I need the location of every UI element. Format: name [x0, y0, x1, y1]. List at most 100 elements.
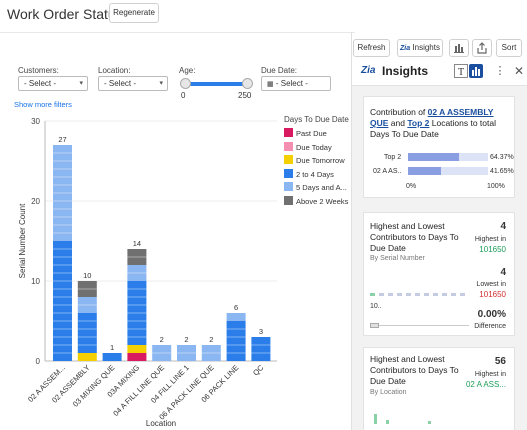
y-tick-label: 10 [31, 277, 40, 286]
legend-item[interactable]: 5 Days and A... [284, 182, 347, 192]
y-axis-label: Serial Number Count [18, 203, 27, 278]
y-tick-label: 30 [31, 117, 40, 126]
insights-header [352, 58, 527, 86]
bar-total-label: 10 [83, 271, 91, 280]
export-button[interactable] [472, 39, 492, 57]
age-filter-label: Age: [179, 66, 196, 75]
zia-logo-icon: Zia [400, 45, 411, 52]
highest-id: 02 A ASS... [465, 380, 506, 389]
highest-label: Highest in [474, 236, 506, 243]
report-header: Work Order Status Regenerate [0, 0, 527, 28]
insight-card-contribution[interactable]: Contribution of 02 A ASSEMBLY QUE and To… [363, 96, 515, 198]
legend-item[interactable]: Above 2 Weeks [284, 195, 349, 206]
bar-total-label: 2 [160, 335, 164, 344]
mini-bar [451, 293, 456, 296]
bar-label-02a: 02 A AS.. [373, 168, 402, 175]
mini-bar-chart [370, 293, 466, 297]
bar-total-label: 2 [184, 335, 188, 344]
chart-view-button[interactable] [469, 64, 483, 78]
customers-select[interactable]: - Select - ▾ [18, 76, 88, 91]
due-date-select-value: - Select - [275, 79, 308, 88]
bar-segment [251, 337, 271, 361]
bar-total-label: 6 [234, 303, 238, 312]
mini-bar [424, 293, 429, 296]
bar-segment [77, 313, 97, 353]
refresh-button[interactable]: Refresh [353, 39, 390, 57]
lowest-value: 4 [500, 267, 506, 278]
mini-bar [442, 293, 447, 296]
legend-label: Past Due [296, 129, 327, 138]
page-title: Work Order Status [7, 6, 123, 22]
bar-segment [127, 353, 147, 361]
legend-label: Due Today [296, 142, 332, 152]
mini-bar [386, 420, 389, 424]
zia-logo-icon: Zia [361, 65, 376, 76]
insight-card-subtitle: By Location [370, 389, 407, 396]
bar-segment [127, 345, 147, 353]
mini-bar [428, 421, 431, 424]
insight-card-title: Highest and Lowest Contributors to Days … [370, 221, 459, 253]
lowest-label: Lowest in [476, 281, 506, 288]
legend-item[interactable]: Past Due [284, 128, 327, 138]
header-divider [0, 32, 355, 33]
legend-swatch [284, 128, 293, 137]
close-icon[interactable]: ✕ [513, 64, 525, 78]
bar-total-label: 2 [209, 335, 213, 344]
text-view-button[interactable]: T [454, 64, 468, 78]
bar-total-label: 27 [58, 135, 66, 144]
insights-button[interactable]: Zia Insights [397, 39, 443, 57]
age-slider-max-handle[interactable] [242, 78, 253, 89]
more-options-icon[interactable]: ⋮ [494, 65, 506, 77]
location-select[interactable]: - Select - ▾ [98, 76, 168, 91]
y-tick-label: 0 [36, 357, 41, 366]
bar-segment [53, 241, 72, 361]
chevron-down-icon: ▾ [159, 80, 163, 87]
legend-label: 2 to 4 Days [296, 169, 334, 179]
difference-value: 0.00% [477, 309, 506, 320]
lowest-id: 101650 [479, 290, 506, 299]
legend-item[interactable]: Due Today [284, 141, 332, 152]
insight-card-title: Highest and Lowest Contributors to Days … [370, 354, 459, 386]
mini-scroll-handle[interactable] [370, 323, 379, 328]
bar-total-label: 14 [133, 239, 141, 248]
mini-bar [406, 293, 411, 296]
mini-bar [388, 293, 393, 296]
show-more-filters-link[interactable]: Show more filters [14, 100, 72, 109]
axis-min: 0% [406, 183, 417, 190]
mini-scroll-track [379, 325, 469, 326]
bar-segment [226, 321, 246, 361]
sort-button[interactable]: Sort [496, 39, 522, 57]
legend-label: Above 2 Weeks [296, 196, 349, 206]
mini-bar [397, 293, 402, 296]
mini-bar [433, 293, 438, 296]
insight-card-subtitle: By Serial Number [370, 255, 425, 262]
mini-chart-label: 10.. [370, 303, 382, 310]
insights-title: Insights [382, 64, 429, 78]
chevron-down-icon: ▾ [79, 80, 83, 87]
age-slider-min-handle[interactable] [180, 78, 191, 89]
age-slider-track[interactable] [185, 82, 247, 86]
difference-label: Difference [474, 323, 506, 330]
calendar-icon: ▦ [267, 81, 274, 88]
bar-total-label: 3 [259, 327, 263, 336]
svg-text:T: T [458, 67, 464, 78]
due-date-select[interactable]: ▦ - Select - [261, 76, 331, 91]
mini-bar [374, 414, 377, 424]
export-icon [477, 42, 487, 54]
legend-item[interactable]: 2 to 4 Days [284, 168, 334, 179]
mini-bar [379, 293, 384, 296]
mini-bar [460, 293, 465, 296]
legend-swatch [284, 195, 293, 205]
insight-card-location[interactable]: Highest and Lowest Contributors to Days … [363, 347, 515, 430]
legend-swatch [284, 182, 293, 191]
bar-chart-icon [469, 64, 483, 78]
regenerate-button[interactable]: Regenerate [109, 3, 159, 23]
insight-card-serial[interactable]: Highest and Lowest Contributors to Days … [363, 212, 515, 336]
y-tick-label: 20 [31, 197, 40, 206]
legend-item[interactable]: Due Tomorrow [284, 155, 345, 165]
legend-swatch [284, 141, 293, 151]
x-tick-label: QC [251, 363, 266, 378]
bar-segment [102, 353, 122, 361]
chart-type-button[interactable] [449, 39, 469, 57]
location-select-value: - Select - [104, 79, 137, 88]
